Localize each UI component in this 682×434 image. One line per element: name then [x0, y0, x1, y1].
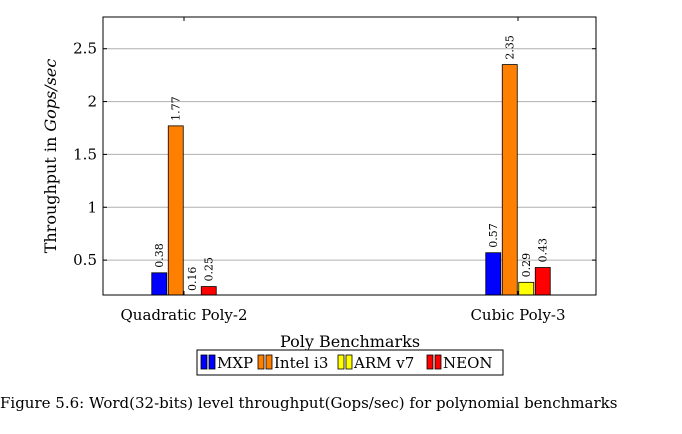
- data-label: 0.16: [186, 267, 199, 292]
- y-tick-label: 1.5: [73, 145, 97, 163]
- legend-swatch: [345, 354, 353, 370]
- bar: [167, 125, 184, 296]
- data-label: 1.77: [170, 96, 183, 121]
- y-axis: 0.5 1 1.5 2 2.5: [73, 40, 596, 269]
- y-axis-title-prefix: Throughput in: [41, 132, 60, 254]
- bar: [534, 267, 551, 296]
- legend-label: MXP: [217, 354, 253, 372]
- bar: [485, 252, 502, 296]
- y-tick-label: 2: [87, 93, 97, 111]
- y-tick-label: 0.5: [73, 251, 97, 269]
- bar: [501, 64, 518, 296]
- legend-swatch: [257, 354, 265, 370]
- legend-swatch: [434, 354, 442, 370]
- data-label: 0.57: [487, 223, 500, 248]
- data-label: 0.38: [153, 243, 166, 268]
- data-label: 0.25: [203, 257, 216, 282]
- bar: [151, 272, 168, 296]
- legend-label: ARM v7: [353, 354, 414, 372]
- legend-swatch: [426, 354, 434, 370]
- x-axis-title: Poly Benchmarks: [280, 332, 420, 351]
- legend-swatch: [200, 354, 208, 370]
- bar: [200, 286, 217, 296]
- x-axis: Quadratic Poly-2 Cubic Poly-3: [120, 17, 566, 324]
- legend-swatch: [265, 354, 273, 370]
- legend-label: NEON: [443, 354, 493, 372]
- y-tick-label: 1: [87, 198, 97, 216]
- y-axis-title: Throughput in Gops/sec: [41, 59, 60, 254]
- legend-swatch: [208, 354, 216, 370]
- figure-caption: Figure 5.6: Word(32-bits) level throughp…: [0, 394, 618, 412]
- x-tick-label: Cubic Poly-3: [470, 306, 565, 324]
- data-label: 2.35: [504, 35, 517, 60]
- legend-label: Intel i3: [274, 354, 328, 372]
- data-label: 0.43: [537, 238, 550, 263]
- data-label: 0.29: [520, 253, 533, 278]
- y-axis-title-unit: Gops/sec: [41, 59, 60, 132]
- plot-frame: [102, 16, 597, 296]
- bar: [518, 281, 535, 296]
- bars: 0.38 1.77 0.16 0.25 0.57 2.35 0.29 0.43: [151, 35, 551, 296]
- y-tick-label: 2.5: [73, 40, 97, 58]
- legend-swatch: [337, 354, 345, 370]
- bar-chart: 0.38 1.77 0.16 0.25 0.57 2.35 0.29 0.43 0.5 1 1.5…: [41, 16, 597, 376]
- legend: MXP Intel i3 ARM v7 NEON: [196, 349, 504, 376]
- x-tick-label: Quadratic Poly-2: [120, 306, 247, 324]
